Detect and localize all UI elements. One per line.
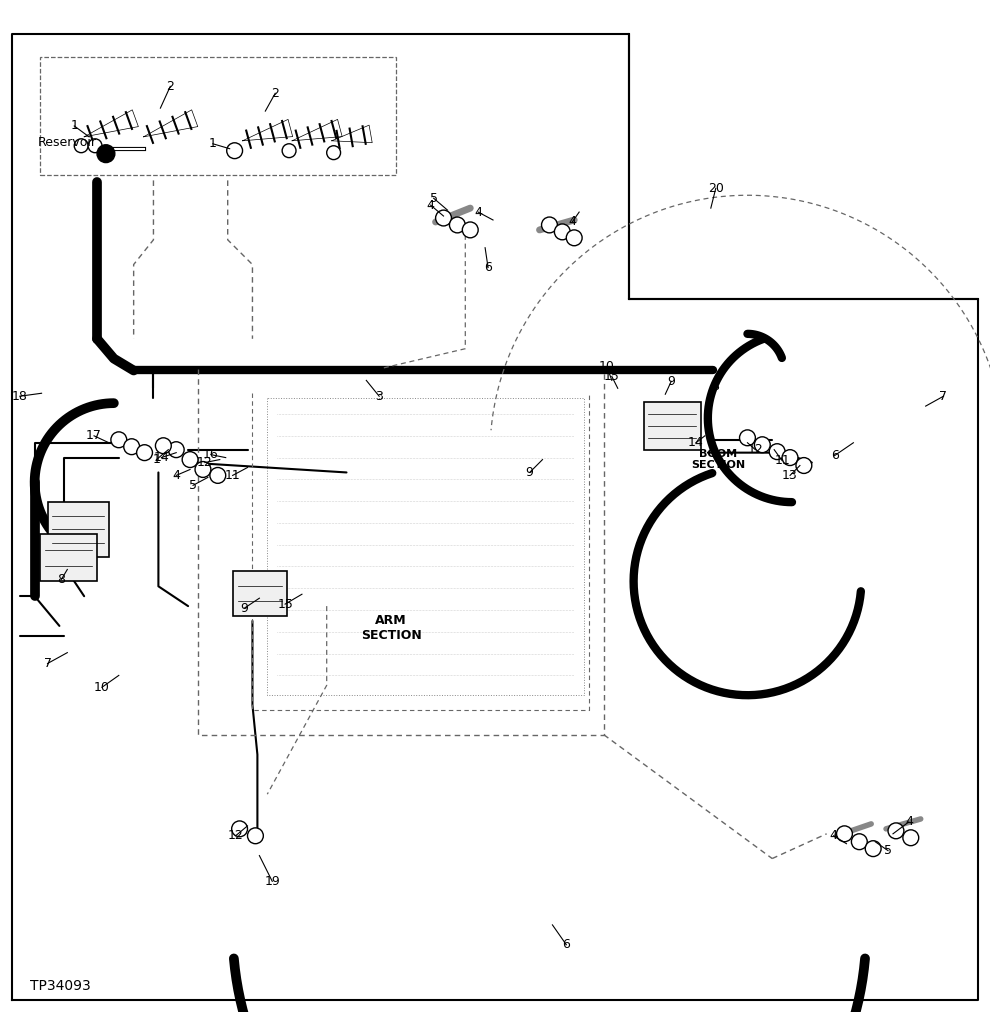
Text: Reservoir: Reservoir: [38, 136, 97, 149]
Text: 2: 2: [271, 87, 279, 99]
Text: 9: 9: [667, 375, 675, 388]
Text: 4: 4: [905, 816, 913, 828]
Circle shape: [865, 841, 881, 856]
Circle shape: [97, 145, 115, 162]
Text: 19: 19: [264, 875, 280, 888]
Text: 2: 2: [166, 80, 174, 93]
Text: 6: 6: [484, 261, 492, 274]
Circle shape: [462, 222, 478, 238]
Bar: [644, 402, 701, 450]
Text: 5: 5: [884, 844, 892, 857]
Circle shape: [903, 830, 919, 846]
Text: 18: 18: [12, 390, 28, 402]
Circle shape: [837, 826, 852, 842]
Text: 4: 4: [830, 829, 838, 843]
Text: 11: 11: [225, 469, 241, 482]
Text: 10: 10: [94, 680, 110, 694]
Text: 12: 12: [747, 444, 763, 456]
Text: 4: 4: [172, 469, 180, 482]
Circle shape: [248, 828, 263, 844]
Circle shape: [740, 430, 755, 446]
Circle shape: [796, 458, 812, 474]
Circle shape: [769, 444, 785, 459]
Circle shape: [282, 144, 296, 157]
Text: 10: 10: [599, 360, 615, 373]
Circle shape: [74, 139, 88, 153]
Text: 13: 13: [782, 469, 798, 482]
Text: 1: 1: [152, 453, 160, 466]
Circle shape: [449, 217, 465, 233]
Text: ARM
SECTION: ARM SECTION: [360, 614, 422, 642]
Text: 12: 12: [228, 829, 244, 843]
Bar: [40, 534, 97, 581]
Text: 4: 4: [427, 199, 435, 212]
Circle shape: [155, 437, 171, 454]
Text: 14: 14: [688, 436, 704, 449]
Text: 8: 8: [711, 379, 719, 393]
Text: 7: 7: [940, 390, 947, 402]
Text: 3: 3: [375, 390, 383, 402]
Text: 6: 6: [831, 449, 839, 462]
Circle shape: [137, 445, 152, 460]
Text: 20: 20: [708, 182, 724, 194]
Circle shape: [182, 452, 198, 467]
Text: 5: 5: [430, 191, 438, 205]
Circle shape: [111, 432, 127, 448]
Circle shape: [232, 821, 248, 837]
Bar: [233, 572, 287, 616]
Text: 8: 8: [57, 573, 65, 586]
Text: 14: 14: [153, 451, 169, 464]
Circle shape: [327, 146, 341, 159]
Text: 12: 12: [197, 456, 213, 469]
Circle shape: [88, 139, 102, 153]
Text: 11: 11: [774, 454, 790, 467]
Circle shape: [554, 224, 570, 240]
Circle shape: [195, 461, 211, 478]
Text: 9: 9: [526, 466, 534, 479]
Circle shape: [542, 217, 557, 233]
Text: 17: 17: [86, 429, 102, 443]
Circle shape: [227, 143, 243, 158]
Circle shape: [124, 438, 140, 455]
Circle shape: [754, 436, 770, 453]
Circle shape: [851, 833, 867, 850]
Text: TP34093: TP34093: [30, 979, 90, 994]
Circle shape: [210, 467, 226, 483]
Text: 15: 15: [277, 598, 293, 611]
Text: 4: 4: [474, 206, 482, 218]
Text: 15: 15: [604, 370, 620, 383]
Text: 1: 1: [70, 120, 78, 132]
Text: 6: 6: [562, 938, 570, 951]
Text: 4: 4: [568, 215, 576, 229]
Text: 5: 5: [189, 479, 197, 492]
Circle shape: [566, 230, 582, 246]
Circle shape: [168, 442, 184, 458]
Circle shape: [782, 450, 798, 465]
Text: 16: 16: [203, 448, 219, 461]
Text: 7: 7: [44, 657, 51, 670]
Circle shape: [436, 210, 451, 226]
Text: 9: 9: [241, 602, 248, 614]
Circle shape: [888, 823, 904, 839]
Text: 1: 1: [209, 138, 217, 150]
Bar: [48, 503, 109, 556]
Bar: [40, 57, 396, 176]
Text: BOOM
SECTION: BOOM SECTION: [691, 449, 745, 470]
